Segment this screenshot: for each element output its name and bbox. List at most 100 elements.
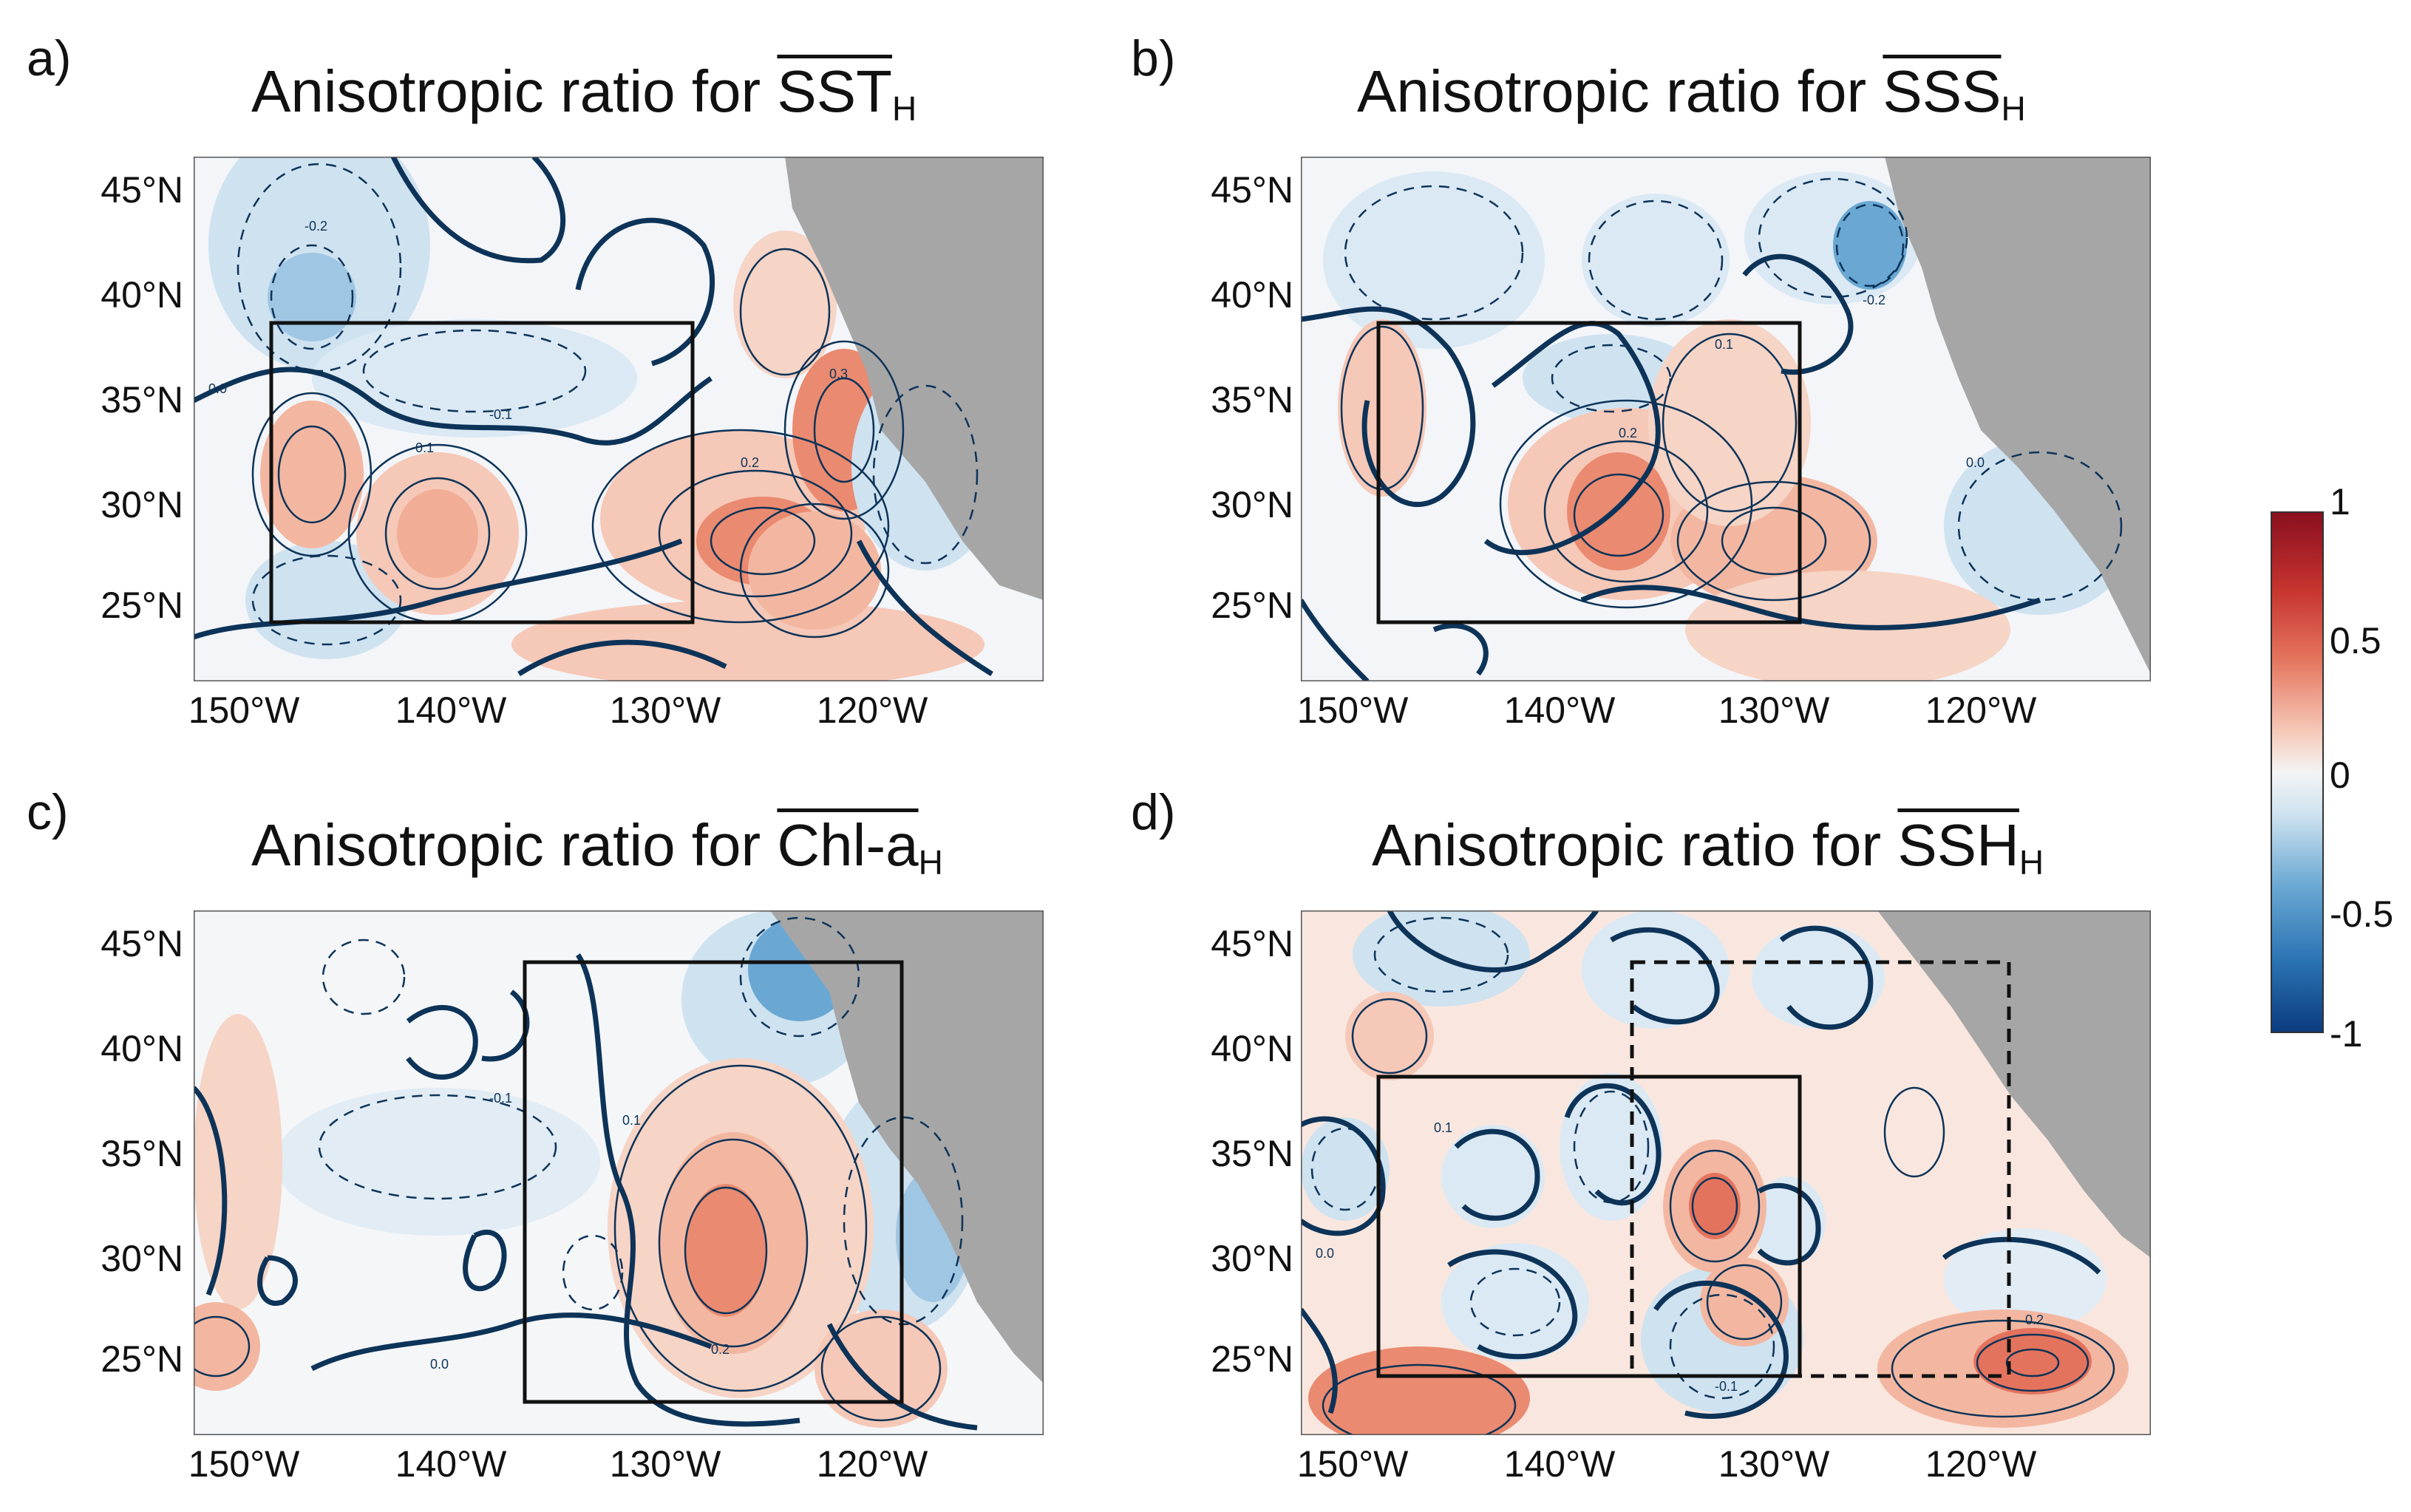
contour-label: 0.1 bbox=[415, 440, 434, 455]
contour-label: -0.1 bbox=[489, 1091, 512, 1106]
panel-d-lon-130: 130°W bbox=[1718, 1443, 1830, 1485]
anomaly-blob bbox=[1567, 452, 1670, 571]
panel-c-title-prefix: Anisotropic ratio for bbox=[251, 812, 778, 878]
panel-a-neg-contours bbox=[237, 163, 979, 646]
panel-d-field: 0.2 0.1 -0.1 0.0 bbox=[1301, 910, 2151, 1435]
contour-line bbox=[1669, 1293, 1775, 1400]
contour-line bbox=[362, 329, 587, 413]
anomaly-blob bbox=[1345, 992, 1434, 1080]
panel-c-title-sub: H bbox=[918, 843, 943, 882]
panel-a-title: Anisotropic ratio for SSTH bbox=[251, 58, 917, 129]
anomaly-blob bbox=[260, 401, 364, 548]
panel-a-zero-contours bbox=[194, 157, 993, 676]
panel-d-title-sub: H bbox=[2019, 843, 2044, 882]
panel-a-lat-25: 25°N bbox=[101, 585, 183, 626]
anomaly-blob bbox=[194, 1302, 260, 1391]
panel-b-title: Anisotropic ratio for SSSH bbox=[1357, 58, 2026, 129]
panel-a-lat-40: 40°N bbox=[101, 274, 183, 316]
contour-label: 0.0 bbox=[430, 1357, 449, 1372]
panel-a-lat-35: 35°N bbox=[101, 379, 183, 420]
colorbar-label-neghalf: -0.5 bbox=[2330, 893, 2394, 935]
colorbar-label-min: -1 bbox=[2330, 1013, 2363, 1055]
panel-b-lon-130: 130°W bbox=[1718, 689, 1830, 731]
contour-line bbox=[820, 1315, 942, 1422]
panel-a-title-sub: H bbox=[892, 89, 917, 128]
contour-line bbox=[1721, 506, 1827, 576]
panel-c-lat-40: 40°N bbox=[101, 1028, 183, 1069]
contour-line bbox=[684, 1186, 768, 1315]
contour-line bbox=[1373, 916, 1509, 993]
colorbar-label-zero: 0 bbox=[2330, 755, 2350, 796]
contour-line bbox=[1957, 451, 2123, 602]
panel-a-field: 0.1 0.2 0.3 -0.1 -0.2 0.0 bbox=[194, 157, 1044, 681]
contour-line bbox=[613, 1064, 868, 1392]
panel-c-contour-labels: 0.1 0.2 -0.1 0.0 bbox=[430, 1091, 730, 1372]
contour-line bbox=[710, 506, 816, 576]
contour-line bbox=[739, 248, 831, 376]
contour-line bbox=[1976, 1333, 2089, 1392]
panel-c-lon-150: 150°W bbox=[188, 1443, 300, 1485]
contour-line bbox=[318, 1094, 557, 1200]
contour-label: -0.1 bbox=[489, 407, 512, 422]
contour-line bbox=[739, 916, 860, 1038]
contour-line bbox=[1344, 185, 1524, 321]
panel-d-lat-45: 45°N bbox=[1211, 923, 1293, 964]
contour-line bbox=[237, 163, 402, 372]
contour-line bbox=[1835, 203, 1905, 287]
contour-line bbox=[872, 384, 979, 565]
contour-label: 0.2 bbox=[711, 1342, 730, 1357]
panel-a-lon-120: 120°W bbox=[816, 689, 928, 731]
panel-a-lon-150: 150°W bbox=[188, 689, 300, 731]
contour-line bbox=[1669, 1149, 1761, 1263]
panel-c-title-var: Chl-a bbox=[777, 812, 919, 878]
panel-c-lon-120: 120°W bbox=[816, 1443, 928, 1485]
contour-line bbox=[1469, 1267, 1561, 1337]
contour-line bbox=[591, 429, 890, 624]
contour-line bbox=[1706, 1264, 1783, 1341]
panel-c-lat-25: 25°N bbox=[101, 1338, 183, 1380]
panel-d-region-box-dashed bbox=[1630, 960, 2011, 1378]
anomaly-blob bbox=[268, 253, 356, 341]
panel-d-lon-140: 140°W bbox=[1503, 1443, 1616, 1485]
contour-line bbox=[1351, 998, 1428, 1075]
contour-line bbox=[1883, 1086, 1945, 1178]
contour-label: -0.2 bbox=[305, 219, 327, 234]
anomaly-blob bbox=[1944, 1228, 2106, 1332]
anomaly-blob bbox=[1560, 1073, 1663, 1221]
colorbar-label-half: 0.5 bbox=[2330, 620, 2381, 661]
anomaly-blob bbox=[685, 1184, 766, 1317]
panel-d-lat-40: 40°N bbox=[1211, 1028, 1293, 1069]
panel-b-lat-45: 45°N bbox=[1211, 169, 1293, 211]
panel-d-lat-25: 25°N bbox=[1211, 1338, 1293, 1380]
contour-label: 0.2 bbox=[2025, 1312, 2044, 1327]
contour-line bbox=[194, 1315, 251, 1378]
panel-d-region-box bbox=[1376, 1075, 1802, 1378]
contour-label: 0.0 bbox=[1316, 1246, 1334, 1261]
contour-line bbox=[1676, 480, 1871, 602]
panel-d-title-prefix: Anisotropic ratio for bbox=[1372, 812, 1898, 878]
contour-line bbox=[562, 1234, 624, 1311]
anomaly-blob bbox=[733, 231, 837, 378]
anomaly-blob bbox=[1338, 319, 1426, 497]
contour-line bbox=[1691, 1176, 1738, 1236]
panel-b-neg-contours bbox=[1344, 177, 2123, 602]
anomaly-blob bbox=[1582, 194, 1730, 327]
panel-c-letter: c) bbox=[27, 784, 69, 840]
panel-b-lat-40: 40°N bbox=[1211, 274, 1293, 316]
panel-b-title-sub: H bbox=[2001, 89, 2026, 128]
panel-a-contour-labels: 0.1 0.2 0.3 -0.1 -0.2 0.0 bbox=[208, 219, 848, 470]
panel-c-lat-35: 35°N bbox=[101, 1133, 183, 1174]
contour-line bbox=[322, 939, 406, 1015]
contour-line bbox=[1543, 440, 1709, 583]
panel-c-title: Anisotropic ratio for Chl-aH bbox=[251, 811, 943, 882]
panel-b-letter: b) bbox=[1131, 30, 1176, 86]
contour-line bbox=[1499, 399, 1753, 609]
panel-b-zero-contours bbox=[1301, 253, 2041, 681]
anomaly-blob bbox=[1582, 910, 1730, 1029]
land-mass bbox=[770, 910, 1044, 1383]
panel-b-field: 0.1 0.2 -0.2 0.0 bbox=[1301, 157, 2151, 681]
panel-b-lat-35: 35°N bbox=[1211, 379, 1293, 420]
panel-d-contours bbox=[1322, 998, 2115, 1435]
anomaly-blob bbox=[397, 489, 478, 578]
panel-d-lat-35: 35°N bbox=[1211, 1133, 1293, 1174]
